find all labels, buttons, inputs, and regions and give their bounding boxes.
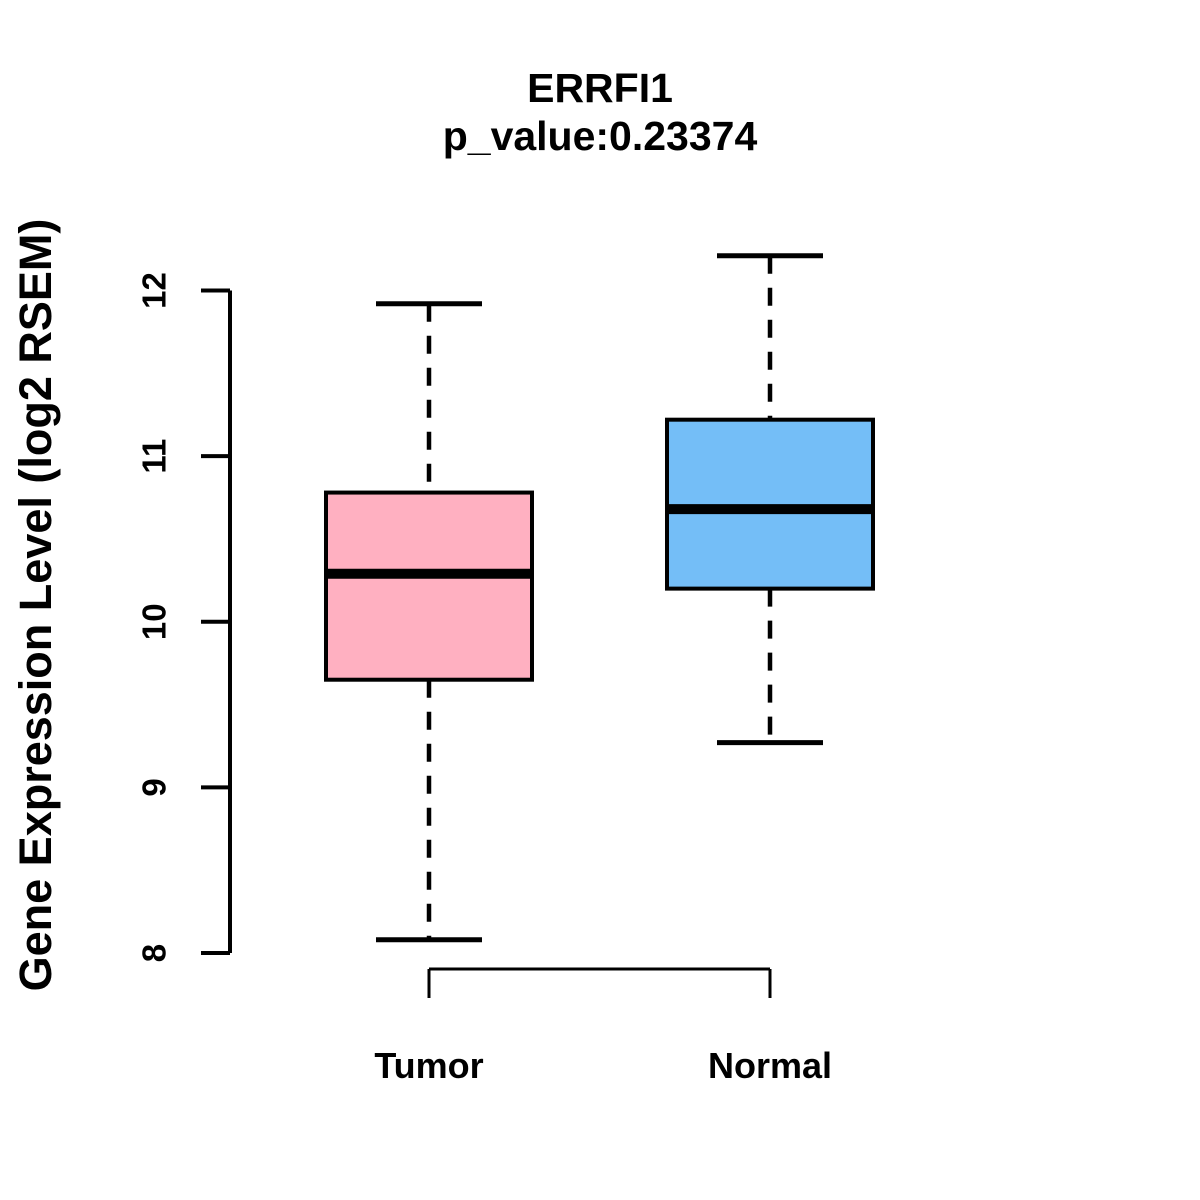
chart-title: ERRFI1 bbox=[527, 65, 673, 111]
chart-subtitle: p_value:0.23374 bbox=[442, 113, 758, 159]
y-axis-tick-label: 9 bbox=[136, 778, 173, 796]
category-label-normal: Normal bbox=[708, 1045, 832, 1086]
tumor-iqr-box bbox=[324, 490, 534, 682]
y-axis-tick-label: 8 bbox=[136, 944, 173, 962]
category-label-tumor: Tumor bbox=[374, 1045, 483, 1086]
y-axis-tick-label: 11 bbox=[136, 439, 173, 474]
y-axis-tick-label: 10 bbox=[136, 603, 173, 640]
y-axis-tick-label: 12 bbox=[136, 272, 173, 309]
